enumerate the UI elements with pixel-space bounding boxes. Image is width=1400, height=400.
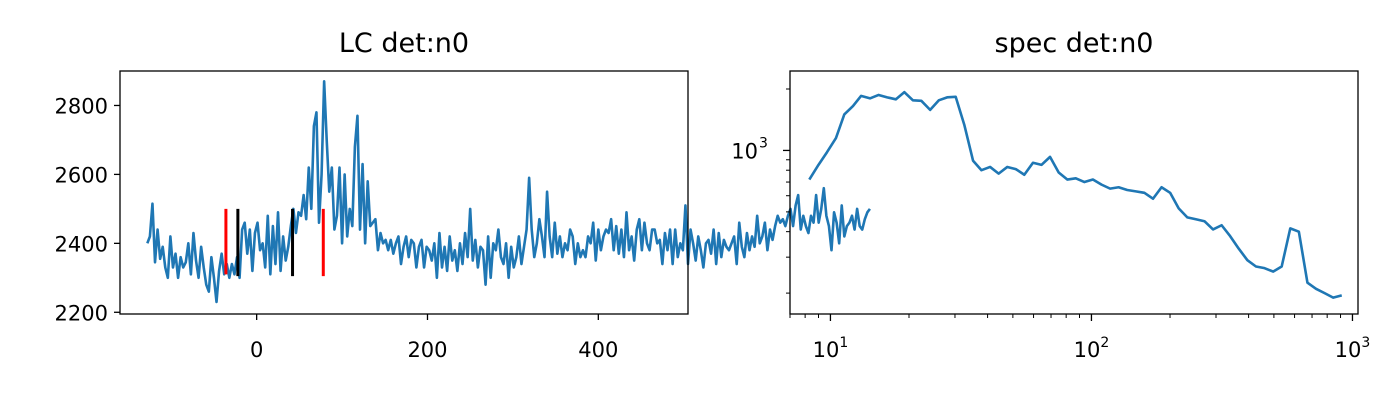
lc-x-tick-label: 400 bbox=[578, 338, 618, 362]
spec-series-layer bbox=[808, 90, 1343, 299]
lc-chart-title: LC det:n0 bbox=[339, 28, 469, 59]
spec-y-tick-label: 10 bbox=[731, 139, 758, 163]
lc-y-tick-label: 2800 bbox=[55, 94, 108, 118]
lc-vline-layer bbox=[224, 208, 325, 277]
lc-y-axis-ticks: 2200 2400 2600 2800 bbox=[55, 94, 120, 325]
spec-x-tick-label: 101 bbox=[813, 335, 849, 362]
lc-y-tick-label: 2400 bbox=[55, 232, 108, 256]
lc-y-tick-label: 2200 bbox=[55, 301, 108, 325]
lc-y-tick-label: 2600 bbox=[55, 163, 108, 187]
spec-plot-frame bbox=[789, 70, 1359, 315]
lc-series-line bbox=[146, 80, 871, 304]
lc-chart: LC det:n0 0 200 400 2200 2400 2600 2800 bbox=[55, 28, 871, 362]
spec-x-tick-label: 102 bbox=[1074, 335, 1110, 362]
lc-series-layer bbox=[146, 80, 871, 304]
lc-x-axis-ticks: 0 200 400 bbox=[250, 314, 618, 362]
lc-plot-frame bbox=[119, 70, 689, 315]
spec-x-axis-ticks: 101 102 103 bbox=[789, 314, 1371, 362]
spec-chart: spec det:n0 101 102 103 10 3 bbox=[731, 28, 1370, 362]
spec-y-tick-exponent: 3 bbox=[759, 135, 768, 151]
spec-y-axis-ticks: 10 3 bbox=[731, 88, 790, 294]
spec-series-line bbox=[808, 90, 1343, 299]
lc-x-tick-label: 0 bbox=[250, 338, 263, 362]
lc-x-tick-label: 200 bbox=[407, 338, 447, 362]
spec-chart-title: spec det:n0 bbox=[995, 28, 1154, 59]
spec-x-tick-label: 103 bbox=[1335, 335, 1371, 362]
